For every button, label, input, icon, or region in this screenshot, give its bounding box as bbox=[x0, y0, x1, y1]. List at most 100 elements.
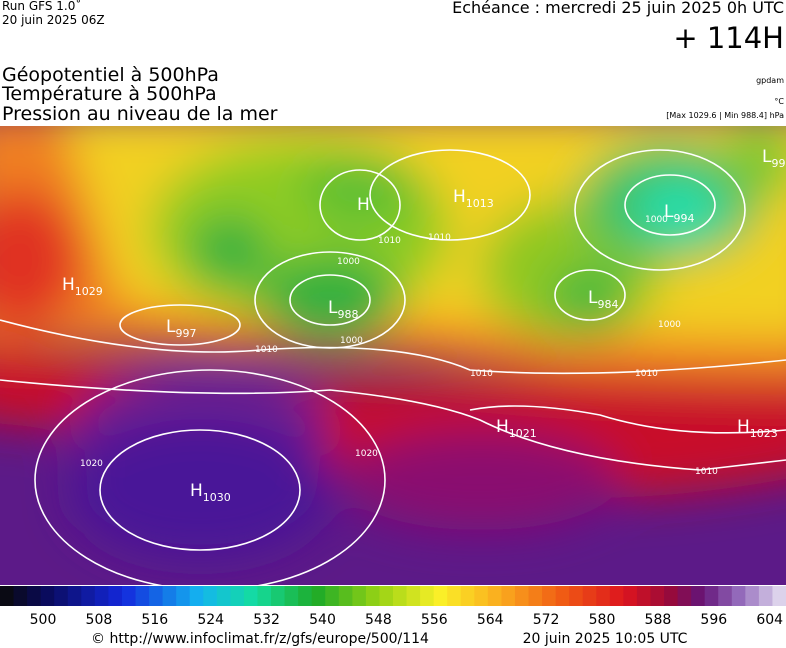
isobar-label: 1000 bbox=[645, 215, 668, 225]
footer-date: 20 juin 2025 10:05 UTC bbox=[523, 631, 688, 647]
isobar-label: 1010 bbox=[428, 233, 451, 243]
colorbar-label: 556 bbox=[421, 612, 448, 628]
colorbar-swatch bbox=[623, 586, 638, 606]
colorbar-swatch bbox=[257, 586, 272, 606]
colorbar-label: 532 bbox=[253, 612, 280, 628]
colorbar-swatch bbox=[67, 586, 82, 606]
center-letter: H bbox=[62, 275, 75, 295]
colorbar-swatch bbox=[460, 586, 475, 606]
colorbar-label: 516 bbox=[141, 612, 168, 628]
pressure-center: L997 bbox=[166, 317, 196, 340]
pressure-center: L988 bbox=[328, 298, 358, 321]
colorbar-swatch bbox=[189, 586, 204, 606]
colorbar-swatch bbox=[582, 586, 597, 606]
isobar-label: 1020 bbox=[355, 449, 378, 459]
colorbar-swatch bbox=[555, 586, 570, 606]
colorbar-swatch bbox=[121, 586, 137, 606]
colorbar-swatch bbox=[542, 586, 557, 606]
isobar-label: 1010 bbox=[255, 345, 278, 355]
colorbar-swatch bbox=[596, 586, 611, 606]
run-date: 20 juin 2025 06Z bbox=[2, 13, 105, 27]
colorbar-label: 548 bbox=[365, 612, 392, 628]
colorbar-label: 604 bbox=[756, 612, 783, 628]
colorbar-swatch bbox=[433, 586, 448, 606]
colorbar-swatch bbox=[271, 586, 286, 606]
center-letter: L bbox=[664, 202, 674, 222]
center-value: 1029 bbox=[75, 285, 103, 298]
colorbar-label: 580 bbox=[589, 612, 616, 628]
colorbar-swatch bbox=[758, 586, 773, 606]
colorbar-label: 588 bbox=[645, 612, 672, 628]
pressure-center: H bbox=[357, 195, 370, 215]
isobar-label: 1010 bbox=[695, 467, 718, 477]
colorbar-swatch bbox=[284, 586, 299, 606]
center-value: 997 bbox=[175, 327, 196, 340]
pressure-center: H1030 bbox=[190, 481, 231, 504]
colorbar-swatch bbox=[0, 586, 15, 606]
colorbar: 500 508 516 524 532 540 548 556 564 572 580 588 596 6… bbox=[0, 586, 786, 628]
lead-time: + 114H bbox=[673, 21, 784, 55]
isobar-label: 1010 bbox=[635, 369, 658, 379]
colorbar-swatch bbox=[718, 586, 733, 606]
center-letter: L bbox=[328, 298, 338, 318]
colorbar-label: 572 bbox=[533, 612, 560, 628]
colorbar-swatch bbox=[162, 586, 177, 606]
isobar-label: 1010 bbox=[378, 236, 401, 246]
isobar-label: 1010 bbox=[470, 369, 493, 379]
colorbar-swatch bbox=[406, 586, 421, 606]
center-value: 99 bbox=[771, 157, 785, 170]
colorbar-swatch bbox=[311, 586, 326, 606]
colorbar-swatch bbox=[135, 586, 150, 606]
colorbar-swatch bbox=[379, 586, 394, 606]
colorbar-swatch bbox=[447, 586, 462, 606]
colorbar-swatch bbox=[745, 586, 760, 606]
colorbar-swatch bbox=[704, 586, 719, 606]
footer-url: © http://www.infoclimat.fr/z/gfs/europe/… bbox=[91, 631, 429, 647]
colorbar-swatch bbox=[216, 586, 231, 606]
pressure-center: H1013 bbox=[453, 187, 494, 210]
colorbar-swatch bbox=[298, 586, 313, 606]
center-letter: L bbox=[166, 317, 176, 337]
center-letter: H bbox=[453, 187, 466, 207]
colorbar-label: 508 bbox=[86, 612, 113, 628]
center-letter: L bbox=[762, 147, 772, 167]
colorbar-swatch bbox=[420, 586, 435, 606]
colorbar-swatch bbox=[569, 586, 584, 606]
colorbar-swatch bbox=[325, 586, 340, 606]
layer-label: Température à 500hPa bbox=[1, 83, 217, 105]
pressure-center: H1021 bbox=[496, 417, 537, 440]
layer-label: Pression au niveau de la mer bbox=[2, 103, 278, 125]
pressure-center: L984 bbox=[588, 288, 618, 311]
colorbar-swatch bbox=[176, 586, 191, 606]
center-value: 984 bbox=[597, 298, 618, 311]
colorbar-swatch bbox=[338, 586, 353, 606]
colorbar-swatch bbox=[149, 586, 164, 606]
colorbar-swatch bbox=[230, 586, 245, 606]
center-value: 1013 bbox=[466, 197, 494, 210]
colorbar-label: 564 bbox=[477, 612, 504, 628]
unit-label: gpdam bbox=[756, 76, 784, 85]
colorbar-swatch bbox=[731, 586, 746, 606]
center-value: 1030 bbox=[203, 491, 231, 504]
run-label: Run GFS 1.0˚ bbox=[2, 0, 81, 13]
colorbar-swatch bbox=[636, 586, 651, 606]
colorbar-swatch bbox=[677, 586, 692, 606]
center-value: 994 bbox=[673, 212, 694, 225]
colorbar-label: 500 bbox=[30, 612, 57, 628]
colorbar-swatch bbox=[691, 586, 706, 606]
center-letter: H bbox=[357, 195, 370, 215]
map bbox=[0, 126, 786, 585]
isobar-label: 1000 bbox=[658, 320, 681, 330]
colorbar-swatch bbox=[352, 586, 367, 606]
colorbar-swatch bbox=[81, 586, 96, 606]
unit-label: °C bbox=[774, 97, 784, 106]
colorbar-swatch bbox=[54, 586, 69, 606]
center-letter: H bbox=[496, 417, 509, 437]
colorbar-swatch bbox=[108, 586, 123, 606]
center-letter: H bbox=[190, 481, 203, 501]
isobar-label: 1020 bbox=[80, 459, 103, 469]
colorbar-swatch bbox=[650, 586, 665, 606]
colorbar-swatch bbox=[514, 586, 530, 606]
